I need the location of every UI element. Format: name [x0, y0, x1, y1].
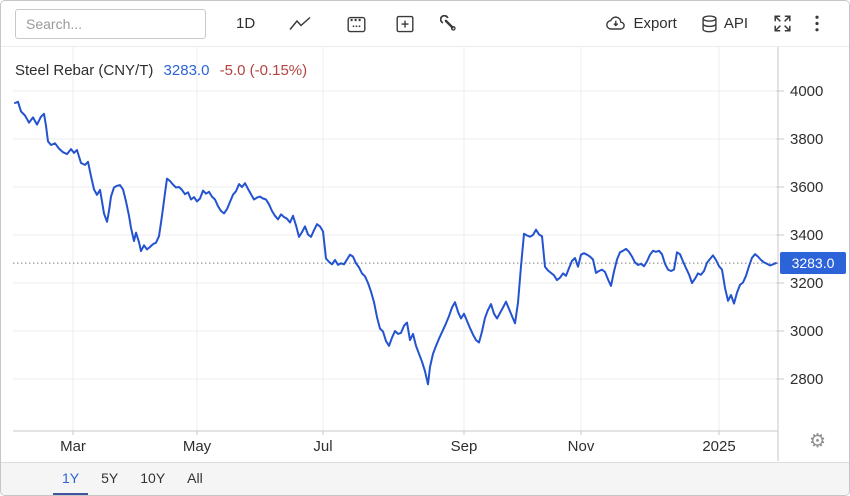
x-axis-label: 2025: [702, 438, 735, 455]
export-label: Export: [633, 15, 677, 32]
tab-all[interactable]: All: [187, 470, 203, 486]
y-axis-label: 3400: [790, 227, 823, 244]
y-axis-label: 3800: [790, 131, 823, 148]
instrument-name: Steel Rebar (CNY/T): [15, 62, 154, 79]
x-axis-label: Mar: [60, 438, 86, 455]
kebab-menu-icon[interactable]: [815, 15, 819, 32]
price-line: [14, 100, 777, 386]
last-price: 3283.0: [163, 62, 210, 79]
cloud-export-icon: [605, 15, 627, 32]
tab-5y[interactable]: 5Y: [101, 470, 119, 486]
line-chart-icon[interactable]: [289, 16, 313, 32]
y-axis-label: 3600: [790, 179, 823, 196]
y-axis-label: 2800: [790, 371, 823, 388]
y-axis-label: 3000: [790, 323, 823, 340]
tab-1y[interactable]: 1Y: [53, 463, 89, 495]
export-button[interactable]: Export: [605, 15, 677, 32]
gear-icon[interactable]: ⚙: [809, 431, 827, 452]
price-change: -5.0 (-0.15%): [219, 62, 308, 79]
search-input[interactable]: [15, 8, 206, 39]
plot-area[interactable]: [13, 47, 778, 431]
add-square-icon[interactable]: [396, 15, 414, 33]
range-tabbar: 1Y 5Y 10Y All: [1, 462, 849, 495]
y-axis-label: 4000: [790, 83, 823, 100]
x-axis-label: May: [183, 438, 212, 455]
api-button[interactable]: API: [701, 14, 748, 33]
wrench-icon[interactable]: [440, 15, 457, 32]
chart-header: Steel Rebar (CNY/T) 3283.0 -5.0 (-0.15%): [15, 62, 307, 79]
calendar-icon[interactable]: [347, 15, 366, 33]
x-axis-label: Sep: [451, 438, 478, 455]
y-axis-label: 3200: [790, 275, 823, 292]
price-badge: 3283.0: [780, 252, 846, 274]
toolbar: 1D: [1, 1, 849, 47]
tab-10y[interactable]: 10Y: [140, 470, 166, 486]
interval-button[interactable]: 1D: [236, 15, 256, 32]
x-axis-label: Jul: [313, 438, 332, 455]
expand-icon[interactable]: [774, 15, 791, 32]
api-label: API: [723, 15, 748, 32]
database-icon: [701, 14, 718, 33]
x-axis-label: Nov: [568, 438, 595, 455]
